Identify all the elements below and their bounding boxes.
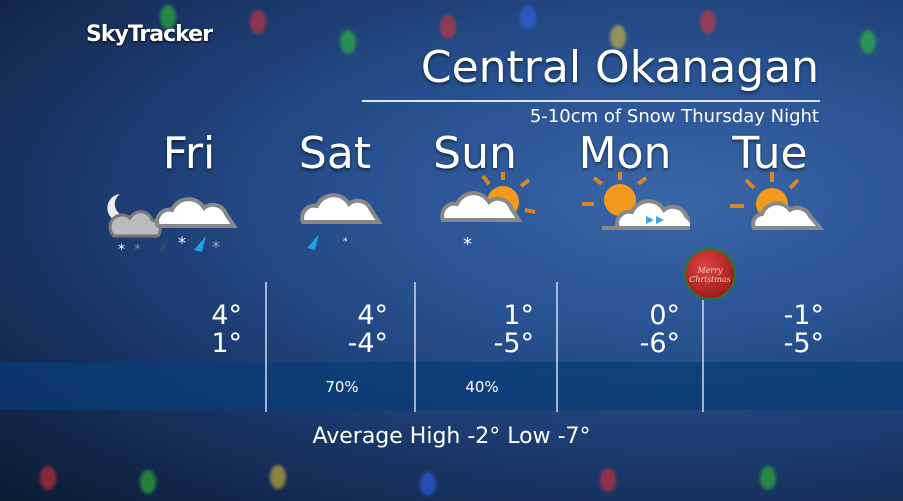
day-label-tue: Tue [732, 128, 808, 179]
brand-logo: SkyTracker [86, 22, 213, 47]
svg-text:*: * [343, 237, 348, 247]
average-temps: Average High -2° Low -7° [312, 424, 591, 449]
svg-text:*: * [463, 234, 472, 252]
svg-text:*: * [118, 242, 125, 258]
pop-band [0, 362, 903, 410]
svg-text:*: * [178, 233, 186, 252]
sun-cloud-flurry-icon: * [440, 172, 536, 252]
cloud-rain-icon: * [300, 193, 383, 250]
sun-cloud-icon [730, 172, 825, 230]
svg-text:*: * [212, 237, 220, 256]
high-temp-fri: 4° [211, 300, 242, 331]
christmas-ornament: Merry Christmas [676, 240, 746, 300]
low-temp-mon: -6° [639, 328, 680, 359]
night-cloud-mixed-snow-rain-icon: * * * * [107, 194, 238, 258]
christmas-lights-bottom [0, 460, 903, 500]
column-divider [702, 300, 704, 412]
location-title: Central Okanagan [420, 42, 819, 93]
high-temp-sat: 4° [357, 300, 388, 331]
low-temp-fri: 1° [211, 328, 242, 359]
column-divider [556, 282, 558, 412]
column-divider [414, 282, 416, 412]
day-label-mon: Mon [578, 128, 672, 179]
pop-sun: 40% [465, 378, 499, 396]
low-temp-sat: -4° [347, 328, 388, 359]
day-label-fri: Fri [162, 128, 216, 179]
high-temp-mon: 0° [649, 300, 680, 331]
low-temp-sun: -5° [493, 328, 534, 359]
low-temp-tue: -5° [783, 328, 824, 359]
pop-sat: 70% [325, 378, 359, 396]
column-divider [265, 282, 267, 412]
svg-text:*: * [134, 242, 141, 258]
high-temp-sun: 1° [503, 300, 534, 331]
christmas-lights-top [0, 0, 903, 54]
day-label-sat: Sat [298, 128, 372, 179]
sun-cloud-wind-icon [582, 172, 690, 230]
headline-subtitle: 5-10cm of Snow Thursday Night [529, 106, 819, 127]
day-label-sun: Sun [433, 128, 517, 179]
high-temp-tue: -1° [783, 300, 824, 331]
title-divider [362, 100, 820, 102]
